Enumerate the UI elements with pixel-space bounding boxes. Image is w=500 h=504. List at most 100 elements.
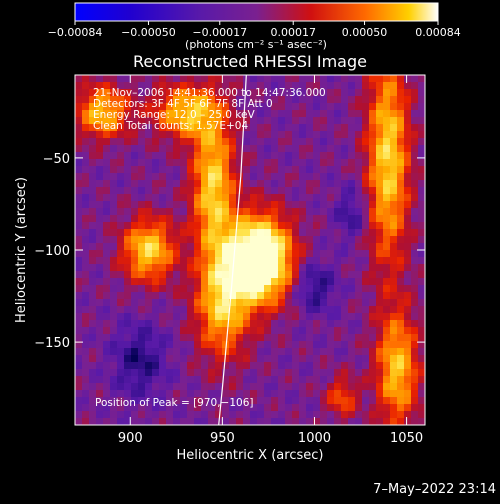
heatmap-cell — [355, 292, 363, 300]
heatmap-cell — [418, 418, 425, 425]
heatmap-cell — [145, 89, 153, 97]
y-tick-label: −100 — [34, 244, 70, 259]
heatmap-cell — [96, 173, 104, 181]
heatmap-cell — [124, 201, 132, 209]
heatmap-cell — [180, 124, 188, 132]
heatmap-cell — [341, 292, 349, 300]
heatmap-cell — [236, 390, 244, 398]
heatmap-cell — [362, 201, 370, 209]
heatmap-cell — [194, 236, 202, 244]
heatmap-cell — [173, 327, 181, 335]
heatmap-cell — [285, 131, 293, 139]
heatmap-cell — [117, 306, 125, 314]
heatmap-cell — [82, 75, 90, 83]
heatmap-cell — [75, 271, 83, 279]
heatmap-cell — [418, 236, 425, 244]
heatmap-cell — [243, 89, 251, 97]
heatmap-cell — [355, 166, 363, 174]
heatmap-cell — [75, 390, 83, 398]
heatmap-cell — [404, 131, 412, 139]
heatmap-cell — [229, 334, 237, 342]
heatmap-cell — [285, 404, 293, 412]
heatmap-cell — [376, 222, 384, 230]
heatmap-cell — [250, 229, 258, 237]
heatmap-cell — [278, 348, 286, 356]
heatmap-cell — [313, 313, 321, 321]
heatmap-cell — [215, 348, 223, 356]
heatmap-cell — [117, 341, 125, 349]
heatmap-cell — [285, 250, 293, 258]
heatmap-cell — [376, 124, 384, 132]
heatmap-cell — [250, 173, 258, 181]
heatmap-cell — [383, 173, 391, 181]
heatmap-cell — [411, 376, 419, 384]
heatmap-cell — [222, 376, 230, 384]
heatmap-cell — [96, 180, 104, 188]
heatmap-cell — [278, 285, 286, 293]
heatmap-cell — [138, 306, 146, 314]
heatmap-cell — [313, 208, 321, 216]
heatmap-cell — [173, 222, 181, 230]
heatmap-cell — [264, 173, 272, 181]
heatmap-cell — [327, 390, 335, 398]
heatmap-cell — [138, 75, 146, 83]
heatmap-cell — [124, 390, 132, 398]
heatmap-cell — [222, 103, 230, 111]
heatmap-cell — [257, 341, 265, 349]
heatmap-cell — [152, 362, 160, 370]
heatmap-cell — [313, 173, 321, 181]
heatmap-cell — [306, 285, 314, 293]
heatmap-cell — [257, 194, 265, 202]
heatmap-cell — [285, 418, 293, 425]
heatmap-cell — [320, 334, 328, 342]
heatmap-cell — [376, 299, 384, 307]
heatmap-cell — [299, 390, 307, 398]
heatmap-cell — [376, 404, 384, 412]
heatmap-cell — [369, 292, 377, 300]
heatmap-cell — [96, 292, 104, 300]
heatmap-cell — [411, 348, 419, 356]
heatmap-cell — [110, 145, 118, 153]
timestamp: 7–May–2022 23:14 — [373, 482, 496, 497]
heatmap-cell — [124, 187, 132, 195]
heatmap-cell — [215, 250, 223, 258]
heatmap-cell — [131, 159, 139, 167]
heatmap-cell — [131, 208, 139, 216]
heatmap-cell — [411, 180, 419, 188]
heatmap-cell — [110, 320, 118, 328]
heatmap-cell — [362, 397, 370, 405]
heatmap-cell — [103, 75, 111, 83]
heatmap-cell — [103, 250, 111, 258]
heatmap-cell — [411, 201, 419, 209]
heatmap-cell — [117, 278, 125, 286]
heatmap-cell — [271, 187, 279, 195]
heatmap-cell — [285, 187, 293, 195]
heatmap-cell — [264, 201, 272, 209]
heatmap-cell — [334, 418, 342, 425]
heatmap-cell — [271, 320, 279, 328]
heatmap-cell — [362, 138, 370, 146]
heatmap-cell — [173, 306, 181, 314]
heatmap-cell — [89, 271, 97, 279]
heatmap-cell — [208, 173, 216, 181]
heatmap-cell — [173, 390, 181, 398]
heatmap-cell — [264, 369, 272, 377]
heatmap-cell — [82, 383, 90, 391]
heatmap-cell — [152, 124, 160, 132]
heatmap-cell — [103, 159, 111, 167]
heatmap-cell — [82, 362, 90, 370]
heatmap-cell — [285, 390, 293, 398]
heatmap-cell — [124, 404, 132, 412]
heatmap-cell — [285, 229, 293, 237]
heatmap-cell — [159, 75, 167, 83]
heatmap-cell — [404, 397, 412, 405]
heatmap-cell — [131, 383, 139, 391]
heatmap-cell — [229, 145, 237, 153]
heatmap-cell — [285, 236, 293, 244]
heatmap-cell — [390, 383, 398, 391]
heatmap-cell — [341, 397, 349, 405]
heatmap-cell — [334, 362, 342, 370]
heatmap-cell — [110, 110, 118, 118]
heatmap-cell — [243, 236, 251, 244]
heatmap-cell — [201, 180, 209, 188]
